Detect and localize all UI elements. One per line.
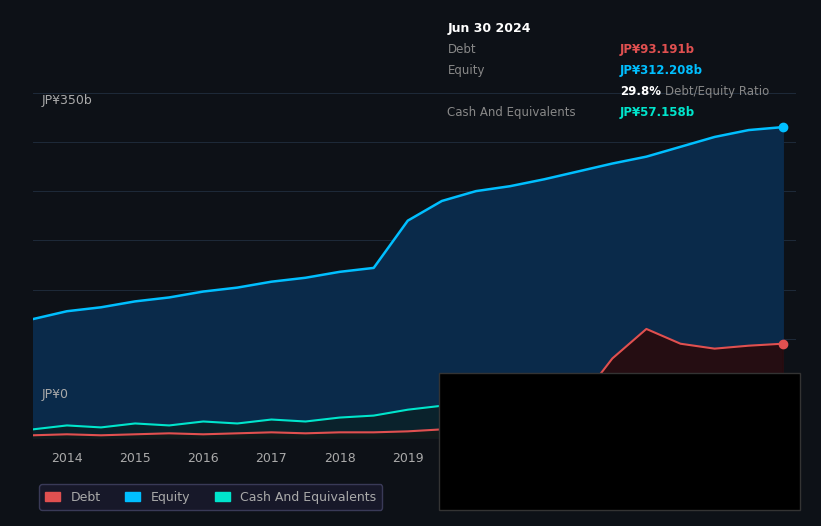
Text: Debt: Debt [447,43,476,56]
Text: JP¥93.191b: JP¥93.191b [620,43,695,56]
Text: Debt/Equity Ratio: Debt/Equity Ratio [665,85,769,98]
Text: JP¥350b: JP¥350b [42,94,93,107]
Text: Jun 30 2024: Jun 30 2024 [447,22,531,35]
Text: Cash And Equivalents: Cash And Equivalents [447,106,576,119]
Text: JP¥0: JP¥0 [42,388,69,401]
Text: Equity: Equity [447,64,485,77]
Text: 29.8%: 29.8% [620,85,661,98]
Legend: Debt, Equity, Cash And Equivalents: Debt, Equity, Cash And Equivalents [39,484,383,510]
Text: JP¥57.158b: JP¥57.158b [620,106,695,119]
Text: JP¥312.208b: JP¥312.208b [620,64,703,77]
